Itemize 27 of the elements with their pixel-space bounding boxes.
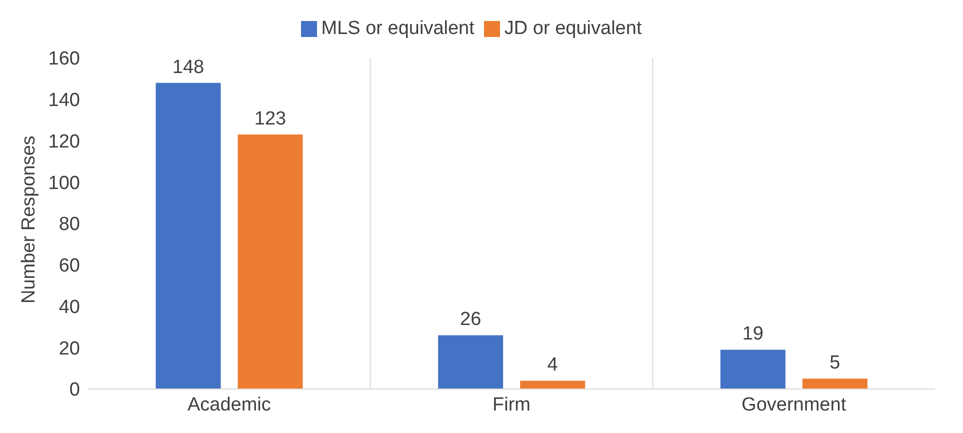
- y-tick-label: 160: [48, 48, 80, 70]
- bar: [238, 134, 303, 389]
- bar: [520, 380, 586, 389]
- y-tick-label: 60: [58, 256, 80, 277]
- y-axis-title: Number Responses: [18, 136, 40, 304]
- data-label: 26: [460, 309, 482, 330]
- data-label: 4: [547, 354, 558, 376]
- data-label: 123: [254, 108, 286, 130]
- bar: [156, 82, 221, 389]
- data-label: 19: [742, 324, 764, 345]
- x-tick-label: Government: [742, 394, 847, 416]
- legend-label: JD or equivalent: [504, 18, 642, 39]
- y-tick-label: 40: [58, 296, 80, 318]
- y-tick-label: 140: [48, 90, 80, 112]
- bar: [720, 350, 786, 389]
- legend-label: MLS or equivalent: [321, 18, 474, 39]
- y-tick-label: 80: [58, 214, 80, 236]
- data-label: 5: [830, 352, 840, 374]
- x-tick-label: Firm: [492, 394, 530, 416]
- y-tick-label: 0: [69, 380, 80, 401]
- x-tick-label: Academic: [187, 394, 271, 416]
- y-tick-label: 20: [58, 338, 80, 360]
- y-tick-label: 100: [48, 172, 80, 194]
- y-tick-label: 120: [48, 131, 80, 152]
- data-label: 148: [172, 56, 204, 78]
- bar: [438, 335, 504, 389]
- bar: [802, 378, 868, 389]
